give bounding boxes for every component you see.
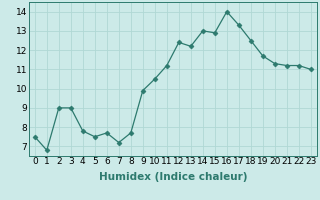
X-axis label: Humidex (Indice chaleur): Humidex (Indice chaleur) xyxy=(99,172,247,182)
